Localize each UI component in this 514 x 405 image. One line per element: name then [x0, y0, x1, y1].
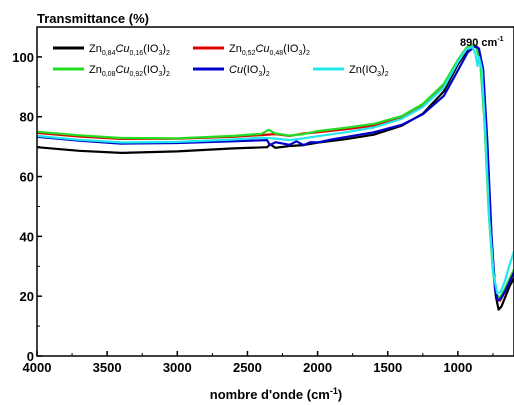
peak-annotation: 890 cm-1: [460, 36, 504, 49]
x-tick-label: 3000: [163, 360, 192, 375]
legend: Zn0,84Cu0,16(IO3)2 Zn0,52Cu0,48(IO3)2 Zn0,…: [53, 43, 389, 78]
y-tick-label: 20: [20, 289, 34, 304]
series-line-2: [36, 43, 514, 302]
x-axis-title-close: ): [338, 387, 342, 402]
legend-label-2: Zn0,52Cu0,48(IO3)2: [229, 43, 310, 57]
y-tick-label: 40: [20, 229, 34, 244]
x-tick-label: 3500: [93, 360, 122, 375]
x-axis-title: nombre d'onde (cm-1): [210, 386, 342, 402]
x-axis-title-main: nombre d'onde (cm: [210, 387, 330, 402]
series-line-5: [36, 45, 514, 295]
x-tick-label: 4000: [23, 360, 52, 375]
y-tick-label: 60: [20, 170, 34, 185]
x-tick-label: 1500: [373, 360, 402, 375]
x-tick-label: 1000: [443, 360, 472, 375]
y-tick-label: 100: [12, 50, 34, 65]
y-tick-label: 0: [27, 349, 34, 364]
plot-frame: [36, 26, 514, 357]
legend-label-1: Zn0,84Cu0,16(IO3)2: [89, 43, 170, 57]
y-tick-label: 80: [20, 110, 34, 125]
legend-label-5: Zn(IO3)2: [349, 64, 389, 78]
peak-annotation-sup: -1: [497, 36, 503, 43]
legend-label-3: Zn0,08Cu0,92(IO3)2: [89, 64, 170, 78]
series-layer: [36, 43, 514, 311]
series-line-3: [36, 43, 514, 299]
peak-annotation-text: 890 cm: [460, 37, 498, 49]
axes: 0 20 40 60 80 100 4000 3500 3000 2500 2000 1500 1000: [12, 26, 514, 375]
x-tick-label: 2500: [233, 360, 262, 375]
legend-label-4: Cu(IO3)2: [229, 64, 270, 78]
x-axis-title-sup: -1: [330, 386, 338, 396]
x-tick-label: 2000: [303, 360, 332, 375]
y-axis-title: Transmittance (%): [37, 11, 149, 26]
